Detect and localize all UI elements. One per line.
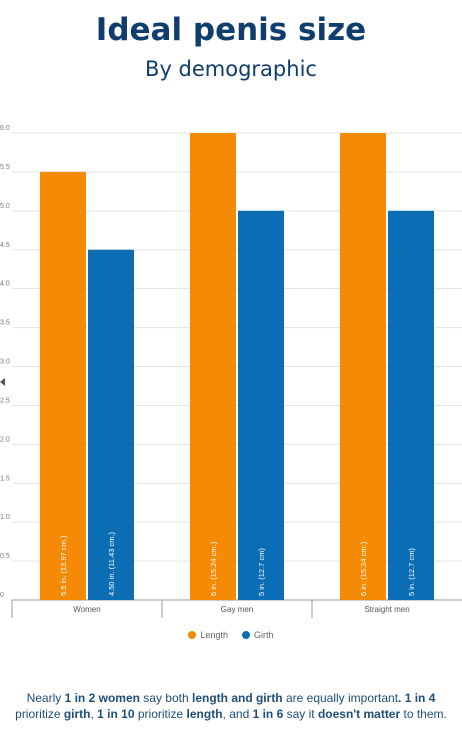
footnote-segment: to them. xyxy=(400,707,447,721)
legend-girth-label: Girth xyxy=(254,630,274,640)
footnote-segment: , xyxy=(90,707,98,721)
legend-item-girth[interactable]: Girth xyxy=(242,630,274,640)
bar-value-label: 4.50 in. (11.43 cm.) xyxy=(107,531,116,596)
bar-value-label: 6 in. (15.24 cm.) xyxy=(209,541,218,596)
legend-length-dot xyxy=(188,631,197,639)
y-tick-label: 3.5 xyxy=(0,320,10,327)
bar-value-label: 5 in. (12.7 cm) xyxy=(257,548,266,596)
chart-legend: Length Girth xyxy=(0,630,462,640)
legend-item-length[interactable]: Length xyxy=(188,630,228,640)
bar-chart: 0 0.5 1.0 1.5 2.0 2.5 3.0 3.5 4.0 4.5 5.0 5.5 6.0 5.5… xyxy=(0,125,462,618)
x-tick-label: Gay men xyxy=(221,605,253,614)
footnote-segment: 1 in 10 xyxy=(97,707,135,721)
bar-length xyxy=(340,133,386,600)
footnote-segment: Nearly xyxy=(26,691,65,705)
bar-value-label: 5 in. (12.7 cm) xyxy=(407,548,416,596)
footnote-segment: prioritize xyxy=(15,707,64,721)
y-tick-label: 5.0 xyxy=(0,203,10,210)
footnote-segment: doesn't matter xyxy=(317,707,401,721)
bar-girth xyxy=(388,210,434,600)
footnote-segment: say it xyxy=(283,707,318,721)
footnote-segment: length xyxy=(186,707,223,721)
bar-girth xyxy=(238,210,284,600)
scroll-arrow-icon xyxy=(0,378,5,386)
y-tick-label: 1.0 xyxy=(0,514,10,521)
x-tick-label: Straight men xyxy=(364,605,409,614)
bar-length xyxy=(190,133,236,600)
y-tick-label: 0.5 xyxy=(0,553,10,560)
y-tick-label: 1.5 xyxy=(0,475,10,482)
y-tick-label: 6.0 xyxy=(0,125,10,132)
y-tick-label: 4.0 xyxy=(0,281,10,288)
y-tick-label: 5.5 xyxy=(0,164,10,171)
footnote-segment: girth xyxy=(63,707,91,721)
footnote-segment: 1 in 2 women xyxy=(64,691,140,705)
footnote-segment: prioritize xyxy=(134,707,187,721)
footnote-segment: are equally important xyxy=(282,691,399,705)
chart-subtitle: By demographic xyxy=(145,57,317,81)
y-tick-label: 0 xyxy=(0,592,4,599)
footnote-segment: . 1 in 4 xyxy=(398,691,436,705)
y-tick-label: 2.5 xyxy=(0,397,10,404)
legend-girth-dot xyxy=(242,631,250,639)
footnote: Nearly 1 in 2 women say both length and … xyxy=(10,690,452,722)
x-tick-label: Women xyxy=(73,605,100,614)
bar-value-label: 5.5 in. (13.97 cm.) xyxy=(59,535,68,596)
chart-title: Ideal penis size xyxy=(95,12,367,48)
bar-value-label: 6 in. (15.24 cm.) xyxy=(359,541,368,596)
y-tick-label: 2.0 xyxy=(0,436,10,443)
y-tick-label: 3.0 xyxy=(0,359,10,366)
footnote-segment: , and xyxy=(222,707,253,721)
footnote-segment: say both xyxy=(139,691,192,705)
y-tick-label: 4.5 xyxy=(0,242,10,249)
bar-girth xyxy=(88,249,134,600)
legend-length-label: Length xyxy=(200,630,228,640)
footnote-segment: 1 in 6 xyxy=(252,707,284,721)
bar-length xyxy=(40,171,86,600)
footnote-segment: length and girth xyxy=(191,691,283,705)
